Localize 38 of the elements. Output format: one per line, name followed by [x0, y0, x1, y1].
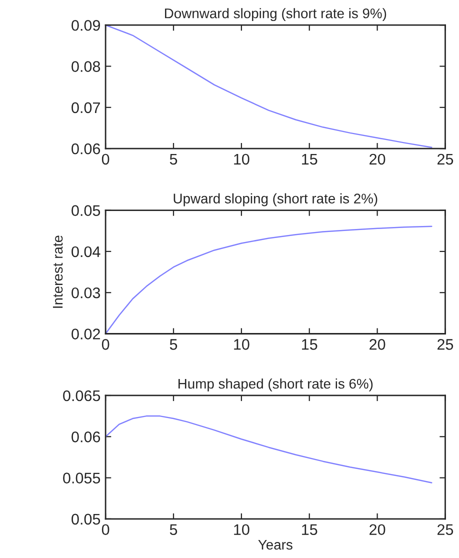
x-tick-label: 5: [170, 154, 178, 165]
line-series: [106, 226, 432, 334]
y-tick-label: 0.03: [72, 287, 100, 298]
x-tick-label: 15: [302, 339, 318, 350]
y-tick-label: 0.04: [72, 246, 100, 258]
y-tick-label: 0.09: [72, 20, 100, 31]
x-tick-label: 15: [302, 154, 318, 165]
chart-title: Hump shaped (short rate is 6%): [178, 378, 373, 392]
y-tick-label: 0.05: [72, 514, 100, 525]
line-series: [106, 415, 432, 484]
y-axis-title: Interest rate: [52, 236, 63, 308]
y-tick-label: 0.02: [72, 328, 100, 340]
chart-title: Downward sloping (short rate is 9%): [165, 8, 386, 22]
x-tick-label: 0: [102, 524, 110, 536]
chart-title: Upward sloping (short rate is 2%): [174, 193, 378, 206]
x-tick-label: 15: [302, 524, 318, 536]
x-tick-label: 10: [234, 154, 250, 165]
x-tick-label: 20: [370, 339, 386, 350]
y-tick-label: 0.065: [63, 390, 100, 402]
x-tick-label: 0: [102, 339, 110, 350]
x-tick-label: 10: [234, 524, 250, 536]
x-tick-label: 5: [170, 524, 178, 536]
x-tick-label: 20: [370, 154, 386, 165]
y-tick-label: 0.055: [63, 472, 100, 484]
x-tick-label: 5: [170, 339, 178, 350]
y-tick-label: 0.08: [72, 61, 100, 72]
x-tick-label: 25: [438, 154, 454, 165]
x-tick-label: 20: [370, 524, 386, 536]
x-tick-label: 0: [102, 154, 110, 165]
y-tick-label: 0.06: [72, 432, 100, 442]
x-tick-label: 25: [438, 524, 454, 536]
x-tick-label: 25: [438, 339, 454, 350]
line-series: [106, 25, 432, 148]
y-tick-label: 0.06: [72, 143, 100, 154]
x-axis-title: Years: [258, 540, 292, 550]
y-tick-label: 0.07: [72, 102, 100, 114]
y-tick-label: 0.05: [72, 205, 100, 216]
x-tick-label: 10: [234, 339, 250, 350]
